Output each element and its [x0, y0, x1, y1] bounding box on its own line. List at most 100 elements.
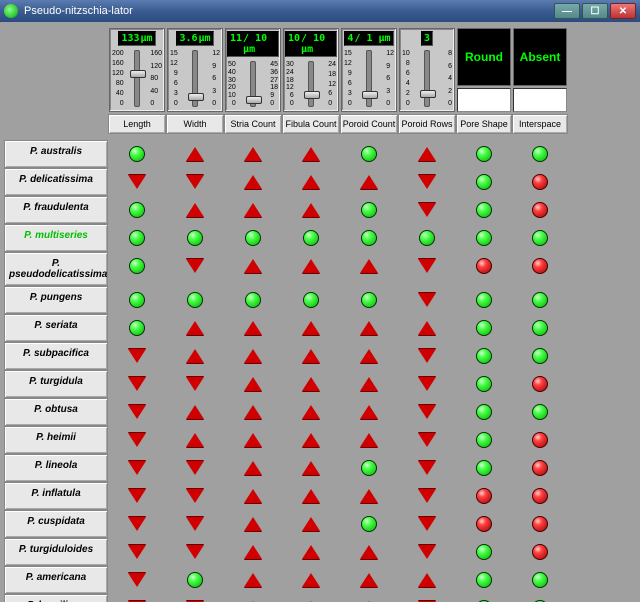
minimize-button[interactable]: — [554, 3, 580, 19]
marker-cell [340, 594, 398, 602]
marker-cell [456, 252, 512, 280]
marker-cell [166, 314, 224, 342]
readout: 133 µm [118, 31, 155, 46]
slider-thumb[interactable] [362, 91, 378, 99]
marker-cell [224, 454, 282, 482]
marker-cell [398, 314, 456, 342]
increase-arrow-icon [186, 147, 204, 161]
species-label[interactable]: P. inflatula [4, 482, 108, 510]
species-label[interactable]: P. brasiliana [4, 594, 108, 602]
decrease-arrow-icon [128, 517, 146, 531]
increase-arrow-icon [360, 405, 378, 419]
marker-cell [108, 426, 166, 454]
control-poroid rows: 3 1086420 86420 [398, 26, 456, 114]
slider-thumb[interactable] [130, 70, 146, 78]
marker-cell [398, 140, 456, 168]
mismatch-orb-icon [476, 516, 492, 532]
species-label[interactable]: P. australis [4, 140, 108, 168]
match-orb-icon [532, 320, 548, 336]
mismatch-orb-icon [476, 488, 492, 504]
slider-box: 133 µm 20016012080400 16012080400 [109, 28, 165, 112]
marker-cell [282, 196, 340, 224]
marker-cell [340, 342, 398, 370]
match-orb-icon [129, 292, 145, 308]
marker-cell [512, 538, 568, 566]
decrease-arrow-icon [186, 377, 204, 391]
window-title: Pseudo-nitzschia-lator [24, 5, 548, 17]
marker-cell [224, 286, 282, 314]
marker-cell [282, 286, 340, 314]
slider[interactable]: 20016012080400 16012080400 [111, 48, 163, 109]
decrease-arrow-icon [418, 203, 436, 217]
decrease-arrow-icon [418, 377, 436, 391]
readout-unit: / 1 µm [354, 33, 390, 44]
maximize-button[interactable]: ☐ [582, 3, 608, 19]
marker-cell [224, 482, 282, 510]
marker-cell [166, 398, 224, 426]
slider-thumb[interactable] [304, 91, 320, 99]
species-label[interactable]: P. cuspidata [4, 510, 108, 538]
marker-cell [398, 426, 456, 454]
marker-cell [166, 224, 224, 252]
mismatch-orb-icon [476, 258, 492, 274]
increase-arrow-icon [244, 517, 262, 531]
species-label[interactable]: P. pseudodelicatissima [4, 252, 108, 286]
slider[interactable]: 15129630 129630 [169, 48, 221, 109]
species-label[interactable]: P. lineola [4, 454, 108, 482]
spacer [4, 26, 108, 114]
match-orb-icon [303, 292, 319, 308]
slider-box: 10 / 10 µm 3024181260 24181260 [283, 28, 339, 112]
marker-cell [282, 252, 340, 280]
match-orb-icon [532, 348, 548, 364]
mismatch-orb-icon [532, 488, 548, 504]
increase-arrow-icon [302, 517, 320, 531]
species-label[interactable]: P. subpacifica [4, 342, 108, 370]
species-label[interactable]: P. turgiduloides [4, 538, 108, 566]
increase-arrow-icon [302, 461, 320, 475]
slider-thumb[interactable] [420, 90, 436, 98]
slider-thumb[interactable] [188, 93, 204, 101]
marker-cell [108, 286, 166, 314]
column-header: Fibula Count [282, 114, 340, 134]
species-label[interactable]: P. delicatissima [4, 168, 108, 196]
decrease-arrow-icon [418, 259, 436, 273]
slider[interactable]: 15129630 129630 [343, 48, 395, 109]
increase-arrow-icon [418, 573, 436, 587]
slider-thumb[interactable] [246, 96, 262, 104]
slider[interactable]: 3024181260 24181260 [285, 59, 337, 109]
species-label[interactable]: P. pungens [4, 286, 108, 314]
marker-cell [340, 566, 398, 594]
decrease-arrow-icon [128, 175, 146, 189]
marker-cell [456, 510, 512, 538]
marker-cell [340, 224, 398, 252]
match-orb-icon [476, 376, 492, 392]
species-label[interactable]: P. multiseries [4, 224, 108, 252]
control-width: 3.6 µm 15129630 129630 [166, 26, 224, 114]
selector-list[interactable] [457, 88, 511, 112]
species-label[interactable]: P. fraudulenta [4, 196, 108, 224]
marker-cell [224, 140, 282, 168]
close-button[interactable]: ✕ [610, 3, 636, 19]
species-label[interactable]: P. seriata [4, 314, 108, 342]
marker-cell [108, 314, 166, 342]
slider[interactable]: 1086420 86420 [401, 48, 453, 109]
increase-arrow-icon [360, 321, 378, 335]
species-label[interactable]: P. americana [4, 566, 108, 594]
increase-arrow-icon [186, 433, 204, 447]
selector-list[interactable] [513, 88, 567, 112]
mismatch-orb-icon [532, 258, 548, 274]
marker-cell [512, 314, 568, 342]
readout: 10 / 10 µm [285, 31, 337, 57]
species-label[interactable]: P. heimii [4, 426, 108, 454]
marker-cell [340, 252, 398, 280]
species-label[interactable]: P. obtusa [4, 398, 108, 426]
marker-cell [340, 538, 398, 566]
increase-arrow-icon [244, 545, 262, 559]
slider[interactable]: 50403020100 4536271890 [227, 59, 279, 109]
marker-cell [512, 454, 568, 482]
match-orb-icon [532, 230, 548, 246]
species-label[interactable]: P. turgidula [4, 370, 108, 398]
marker-cell [340, 426, 398, 454]
marker-cell [398, 168, 456, 196]
match-orb-icon [129, 258, 145, 274]
